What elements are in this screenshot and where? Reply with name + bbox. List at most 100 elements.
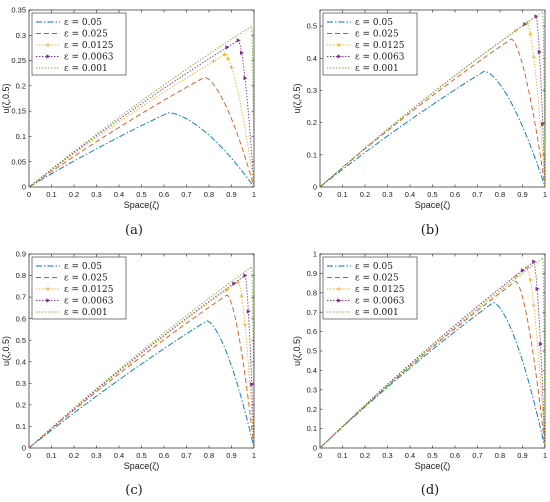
series-line-2 xyxy=(28,76,255,188)
data-marker xyxy=(541,121,546,127)
x-tick-label: 0.6 xyxy=(159,190,169,199)
y-tick-label: 0.4 xyxy=(307,54,317,63)
x-tick-label: 0.6 xyxy=(450,190,460,199)
legend-marker xyxy=(337,287,341,291)
legend-marker xyxy=(337,43,341,47)
y-tick-label: 0.2 xyxy=(16,81,26,90)
y-tick-label: 0.3 xyxy=(16,31,26,40)
x-tick-label: 0.9 xyxy=(226,190,236,199)
data-marker xyxy=(226,56,231,61)
series-line-2 xyxy=(319,280,546,449)
series-line-1 xyxy=(28,320,255,449)
y-tick-label: 0.1 xyxy=(307,150,317,159)
series-markers-4 xyxy=(225,38,248,81)
legend-label-5: ε = 0.001 xyxy=(355,308,399,318)
data-marker xyxy=(538,341,543,347)
series-line-4 xyxy=(319,261,546,449)
data-marker xyxy=(531,303,536,308)
data-marker xyxy=(222,52,227,57)
x-tick-label: 0.3 xyxy=(91,190,101,199)
y-tick-label: 0.2 xyxy=(307,118,317,127)
panel-b: 0 0.1 0.2 0.3 0.4 0.5 0.6 0.7 0.8 0.9 1 0 0.1 0.2 0.3 0… xyxy=(292,9,547,238)
legend-marker xyxy=(46,298,51,303)
legend-marker xyxy=(337,298,342,303)
series-line-1 xyxy=(319,302,546,449)
y-tick-label: 0.8 xyxy=(307,288,317,297)
series-line-2 xyxy=(319,38,546,188)
y-tick-label: 0.1 xyxy=(16,422,26,431)
data-marker xyxy=(528,277,533,282)
data-marker xyxy=(513,274,518,279)
x-tick-label: 0 xyxy=(27,451,31,460)
x-tick-label: 0.6 xyxy=(450,451,460,460)
x-tick-label: 0.9 xyxy=(517,190,527,199)
y-tick-label: 0 xyxy=(22,444,26,453)
legend-marker xyxy=(46,43,50,47)
data-marker xyxy=(528,32,533,37)
y-tick-label: 0.3 xyxy=(16,379,26,388)
y-axis-label: u(ζ,0.5) xyxy=(1,84,11,114)
y-tick-label: 0.3 xyxy=(307,86,317,95)
legend-label-3: ε = 0.0125 xyxy=(64,41,114,51)
y-tick-label: 0.5 xyxy=(307,22,317,31)
y-tick-label: 0.6 xyxy=(307,327,317,336)
legend-marker xyxy=(46,287,50,291)
y-axis-label: u(ζ,0.5) xyxy=(292,84,302,114)
x-tick-label: 0.8 xyxy=(204,190,214,199)
y-tick-label: 0.25 xyxy=(11,56,26,65)
legend-label-1: ε = 0.05 xyxy=(64,18,102,28)
x-tick-label: 0.3 xyxy=(382,451,392,460)
data-marker xyxy=(240,50,245,56)
panel-caption: (d) xyxy=(421,483,439,498)
x-axis-label: Space(ζ) xyxy=(124,461,159,471)
y-tick-label: 0.8 xyxy=(16,271,26,280)
series-line-2 xyxy=(28,294,255,449)
x-tick-label: 0.8 xyxy=(495,451,505,460)
y-tick-label: 0.9 xyxy=(307,269,317,278)
legend-label-2: ε = 0.025 xyxy=(64,274,108,284)
x-tick-label: 0.6 xyxy=(159,451,169,460)
y-tick-label: 1 xyxy=(313,250,317,259)
y-tick-label: 0.9 xyxy=(16,250,26,259)
x-tick-label: 0.7 xyxy=(181,451,191,460)
panel-c: 0 0.1 0.2 0.3 0.4 0.5 0.6 0.7 0.8 0.9 1 0 0.1 0.2 0.3 0… xyxy=(1,250,256,498)
y-tick-label: 0.15 xyxy=(11,107,26,116)
y-tick-label: 0.35 xyxy=(11,6,26,15)
y-tick-label: 0.4 xyxy=(16,357,26,366)
legend-label-4: ε = 0.0063 xyxy=(64,297,114,307)
x-tick-label: 0.3 xyxy=(91,451,101,460)
data-marker xyxy=(236,38,241,43)
legend-label-1: ε = 0.05 xyxy=(355,262,393,272)
legend-label-4: ε = 0.0063 xyxy=(64,53,114,63)
y-tick-label: 0.4 xyxy=(307,366,317,375)
series-markers-3 xyxy=(513,265,536,308)
legend-label-3: ε = 0.0125 xyxy=(355,41,405,51)
series-markers-4 xyxy=(520,259,543,347)
x-tick-label: 0.1 xyxy=(337,190,347,199)
x-tick-label: 1 xyxy=(543,190,547,199)
series-markers-4 xyxy=(523,14,546,127)
x-tick-label: 0.2 xyxy=(69,190,79,199)
x-tick-label: 0.1 xyxy=(46,451,56,460)
data-marker xyxy=(513,28,518,33)
series-markers-3 xyxy=(211,52,234,70)
y-tick-label: 0.5 xyxy=(16,336,26,345)
data-marker xyxy=(531,55,536,60)
legend-label-3: ε = 0.0125 xyxy=(64,285,114,295)
data-marker xyxy=(535,286,540,292)
y-tick-label: 0.2 xyxy=(307,405,317,414)
legend-label-2: ε = 0.025 xyxy=(355,30,399,40)
series-line-3 xyxy=(28,54,255,188)
x-tick-label: 0.3 xyxy=(382,190,392,199)
x-tick-label: 0.8 xyxy=(495,190,505,199)
y-tick-label: 0.2 xyxy=(16,400,26,409)
series-line-4 xyxy=(28,275,255,449)
legend-label-5: ε = 0.001 xyxy=(64,64,108,74)
data-marker xyxy=(243,75,248,81)
x-tick-label: 0.5 xyxy=(136,451,146,460)
data-marker xyxy=(225,287,229,292)
legend-label-2: ε = 0.025 xyxy=(64,30,108,40)
